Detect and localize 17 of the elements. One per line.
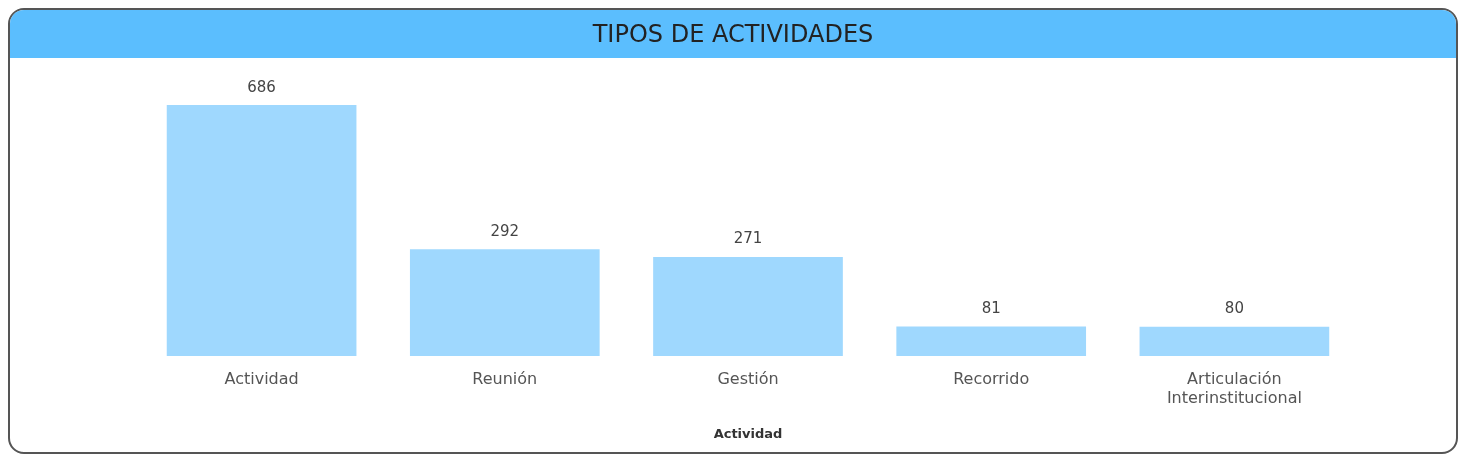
bar	[409, 249, 600, 356]
data-label: 271	[733, 229, 763, 248]
bar	[1139, 326, 1330, 356]
bar	[653, 256, 843, 356]
data-label: 292	[490, 221, 520, 240]
x-tick-label: Recorrido	[953, 368, 1030, 388]
x-tick-label: Actividad	[224, 368, 299, 388]
data-label: 80	[1224, 299, 1244, 318]
x-tick-label: Reunión	[472, 368, 538, 388]
bar	[166, 105, 357, 356]
x-tick-label: Gestión	[717, 368, 779, 388]
data-label: 81	[981, 298, 1001, 317]
x-axis-title: Actividad	[713, 425, 783, 441]
data-label: 686	[247, 77, 276, 96]
chart-title: TIPOS DE ACTIVIDADES	[10, 10, 1456, 58]
bar	[896, 326, 1087, 356]
x-tick-label: Articulación Interinstitucional	[1166, 368, 1302, 407]
